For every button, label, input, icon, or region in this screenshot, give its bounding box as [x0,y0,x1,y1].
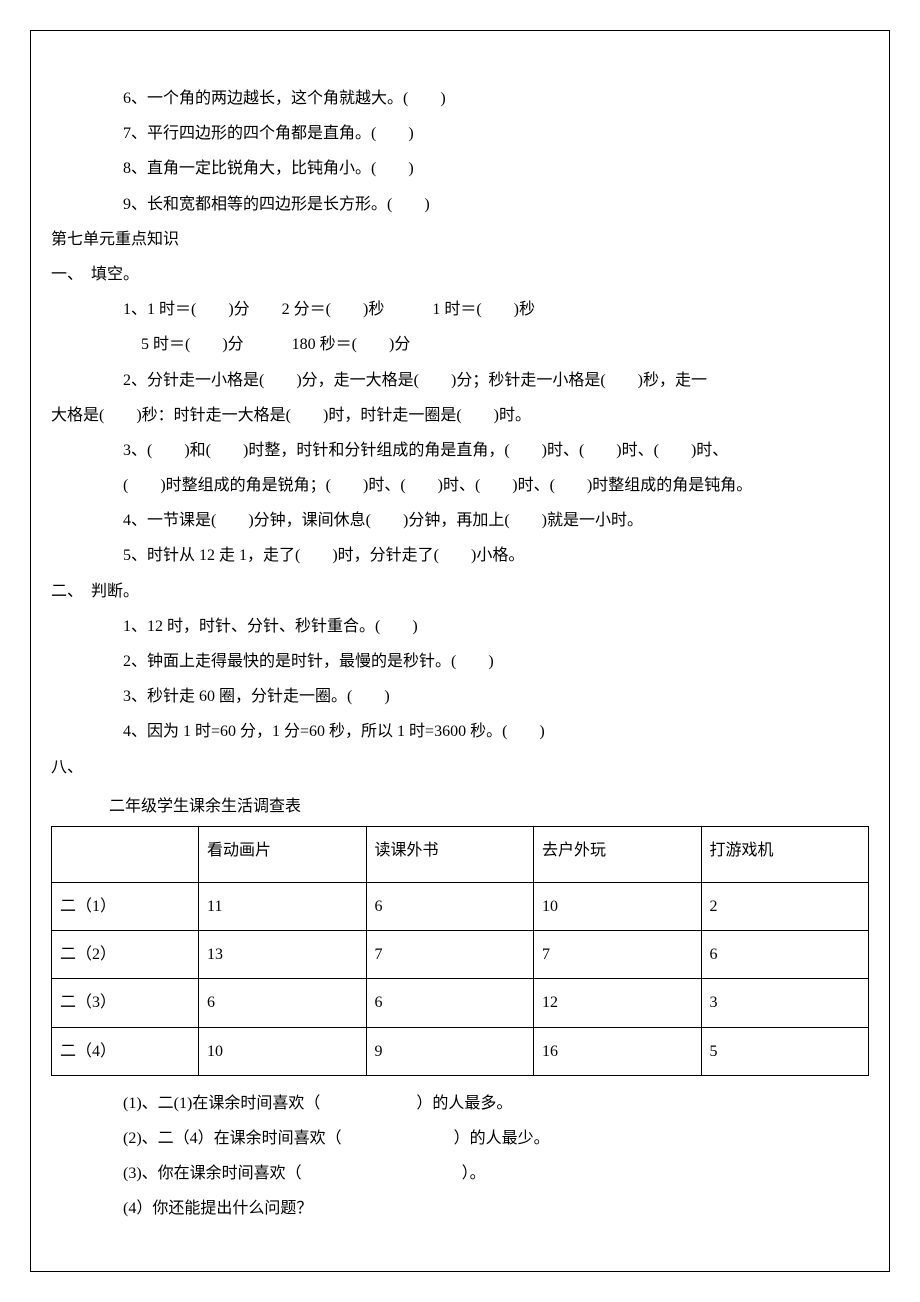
table-cell: 3 [701,979,869,1027]
survey-table: 看动画片 读课外书 去户外玩 打游戏机 二（1） 11 6 10 2 二（2） … [51,826,869,1076]
table-row: 二（3） 6 6 12 3 [52,979,869,1027]
table-q1: (1)、二(1)在课余时间喜欢（ ）的人最多。 [51,1086,869,1121]
table-header-2: 读课外书 [366,826,533,882]
table-header-3: 去户外玩 [534,826,701,882]
table-cell: 11 [199,882,366,930]
table-cell: 9 [366,1027,533,1075]
question-7: 7、平行四边形的四个角都是直角。( ) [51,116,869,151]
table-row: 二（1） 11 6 10 2 [52,882,869,930]
fill-2: 2、分针走一小格是( )分，走一大格是( )分；秒针走一小格是( )秒，走一 [51,363,869,398]
table-header-1: 看动画片 [199,826,366,882]
table-cell: 7 [366,931,533,979]
table-title: 二年级学生课余生活调查表 [51,789,869,824]
section-8-heading: 八、 [51,750,869,785]
judge-4: 4、因为 1 时=60 分，1 分=60 秒，所以 1 时=3600 秒。( ) [51,714,869,749]
table-cell: 16 [534,1027,701,1075]
fill-1: 1、1 时＝( )分 2 分＝( )秒 1 时＝( )秒 [51,292,869,327]
table-row: 二（4） 10 9 16 5 [52,1027,869,1075]
table-cell: 二（4） [52,1027,199,1075]
table-header-4: 打游戏机 [701,826,869,882]
table-cell: 6 [366,882,533,930]
table-cell: 6 [701,931,869,979]
table-cell: 7 [534,931,701,979]
table-cell: 二（3） [52,979,199,1027]
content: 6、一个角的两边越长，这个角就越大。( ) 7、平行四边形的四个角都是直角。( … [51,81,869,1226]
fill-5: 5、时针从 12 走 1，走了( )时，分针走了( )小格。 [51,538,869,573]
section-2-judge: 二、 判断。 [51,574,869,609]
page-frame: 6、一个角的两边越长，这个角就越大。( ) 7、平行四边形的四个角都是直角。( … [30,30,890,1272]
table-cell: 5 [701,1027,869,1075]
table-q4: (4）你还能提出什么问题？ [51,1191,869,1226]
judge-2: 2、钟面上走得最快的是时针，最慢的是秒针。( ) [51,644,869,679]
unit-7-heading: 第七单元重点知识 [51,222,869,257]
table-cell: 12 [534,979,701,1027]
table-cell: 二（2） [52,931,199,979]
question-6: 6、一个角的两边越长，这个角就越大。( ) [51,81,869,116]
table-cell: 13 [199,931,366,979]
fill-3: 3、( )和( )时整，时针和分针组成的角是直角，( )时、( )时、( )时、 [51,433,869,468]
table-cell: 二（1） [52,882,199,930]
table-header-row: 看动画片 读课外书 去户外玩 打游戏机 [52,826,869,882]
table-cell: 6 [199,979,366,1027]
fill-4: 4、一节课是( )分钟，课间休息( )分钟，再加上( )就是一小时。 [51,503,869,538]
judge-1: 1、12 时，时针、分针、秒针重合。( ) [51,609,869,644]
section-1-fill-blank: 一、 填空。 [51,257,869,292]
fill-3b: ( )时整组成的角是锐角；( )时、( )时、( )时、( )时整组成的角是钝角… [51,468,869,503]
table-q2: (2)、二（4）在课余时间喜欢（ ）的人最少。 [51,1121,869,1156]
table-cell: 10 [199,1027,366,1075]
fill-2b: 大格是( )秒：时针走一大格是( )时，时针走一圈是( )时。 [51,398,869,433]
table-row: 二（2） 13 7 7 6 [52,931,869,979]
table-q3: (3)、你在课余时间喜欢（ ）。 [51,1156,869,1191]
table-header-0 [52,826,199,882]
fill-1b: 5 时＝( )分 180 秒＝( )分 [51,327,869,362]
table-cell: 2 [701,882,869,930]
table-cell: 6 [366,979,533,1027]
question-8: 8、直角一定比锐角大，比钝角小。( ) [51,151,869,186]
table-cell: 10 [534,882,701,930]
question-9: 9、长和宽都相等的四边形是长方形。( ) [51,187,869,222]
judge-3: 3、秒针走 60 圈，分针走一圈。( ) [51,679,869,714]
